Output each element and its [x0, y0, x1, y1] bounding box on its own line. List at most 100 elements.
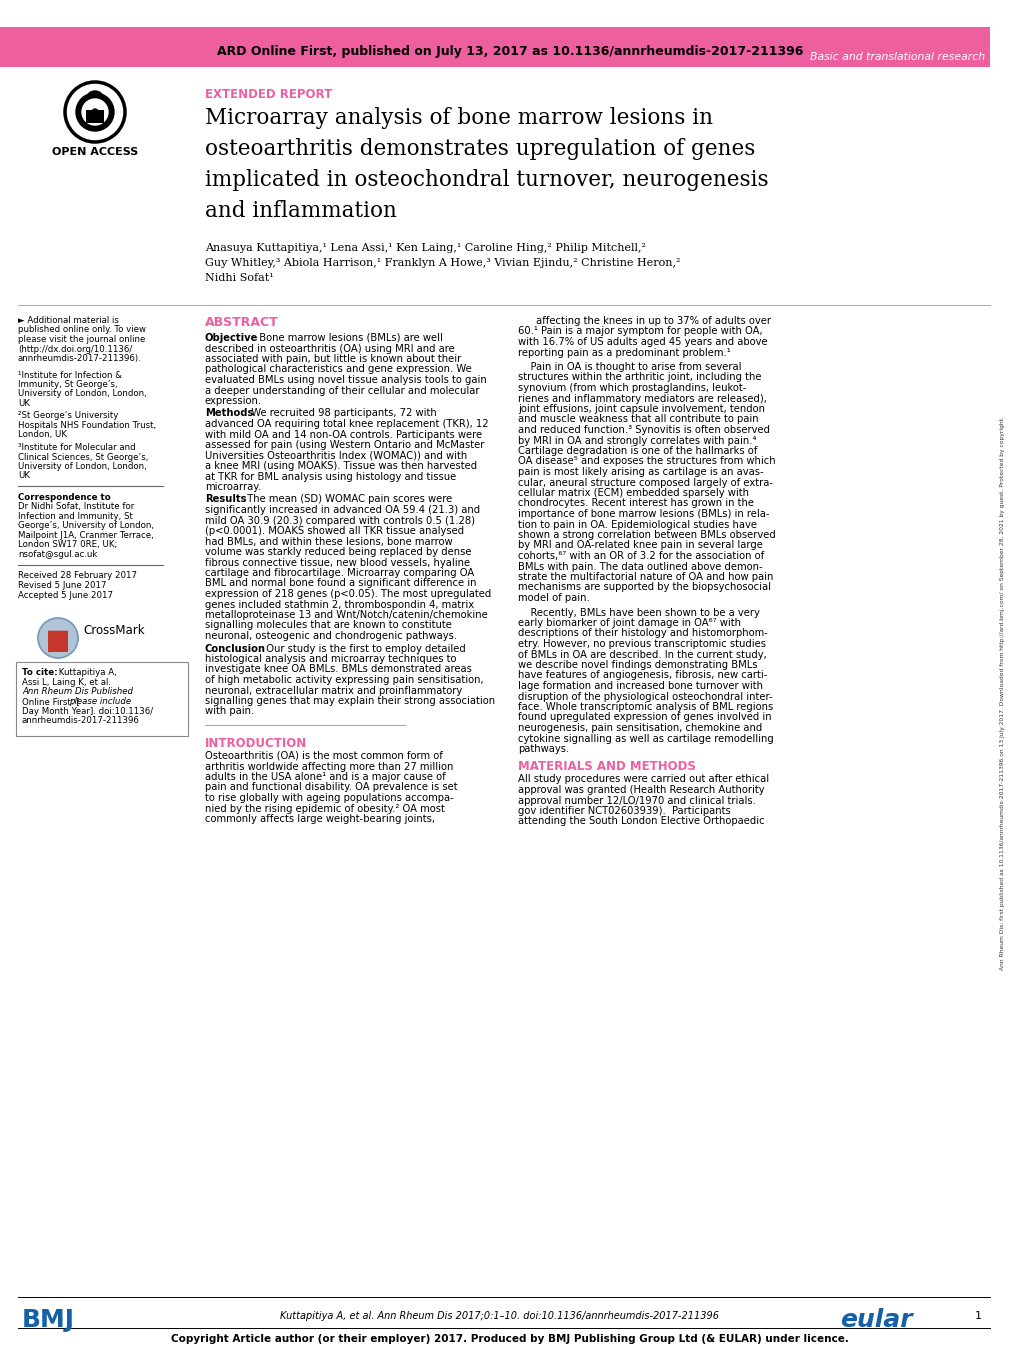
- Text: to rise globally with ageing populations accompa-: to rise globally with ageing populations…: [205, 794, 453, 803]
- Text: implicated in osteochondral turnover, neurogenesis: implicated in osteochondral turnover, ne…: [205, 169, 768, 192]
- Text: and reduced function.³ Synovitis is often observed: and reduced function.³ Synovitis is ofte…: [518, 425, 769, 435]
- Text: strate the multifactorial nature of OA and how pain: strate the multifactorial nature of OA a…: [518, 572, 772, 582]
- Text: Mailpoint J1A, Cranmer Terrace,: Mailpoint J1A, Cranmer Terrace,: [18, 531, 154, 540]
- FancyBboxPatch shape: [48, 631, 68, 652]
- Text: cytokine signalling as well as cartilage remodelling: cytokine signalling as well as cartilage…: [518, 734, 773, 743]
- Text: found upregulated expression of genes involved in: found upregulated expression of genes in…: [518, 712, 770, 723]
- Text: INTRODUCTION: INTRODUCTION: [205, 737, 307, 750]
- Text: and inflammation: and inflammation: [205, 200, 396, 222]
- Text: Results: Results: [205, 495, 247, 504]
- Text: ²St George’s University: ²St George’s University: [18, 412, 118, 420]
- Text: expression.: expression.: [205, 395, 262, 406]
- Text: University of London, London,: University of London, London,: [18, 462, 147, 472]
- Text: Online First: [: Online First: [: [22, 697, 79, 705]
- Text: neuronal, osteogenic and chondrogenic pathways.: neuronal, osteogenic and chondrogenic pa…: [205, 631, 457, 641]
- Text: Conclusion: Conclusion: [205, 644, 266, 654]
- Text: commonly affects large weight-bearing joints,: commonly affects large weight-bearing jo…: [205, 814, 434, 824]
- Circle shape: [82, 99, 108, 125]
- Text: EXTENDED REPORT: EXTENDED REPORT: [205, 88, 332, 101]
- Text: investigate knee OA BMLs. BMLs demonstrated areas: investigate knee OA BMLs. BMLs demonstra…: [205, 665, 472, 674]
- Text: volume was starkly reduced being replaced by dense: volume was starkly reduced being replace…: [205, 548, 471, 557]
- Text: ABSTRACT: ABSTRACT: [205, 317, 278, 329]
- Text: Infection and Immunity, St: Infection and Immunity, St: [18, 512, 132, 520]
- Text: Copyright Article author (or their employer) 2017. Produced by BMJ Publishing Gr: Copyright Article author (or their emplo…: [171, 1335, 848, 1344]
- Text: rienes and inflammatory mediators are released),: rienes and inflammatory mediators are re…: [518, 394, 766, 404]
- Text: University of London, London,: University of London, London,: [18, 390, 147, 398]
- Text: Dr Nidhi Sofat, Institute for: Dr Nidhi Sofat, Institute for: [18, 503, 135, 511]
- Text: 60.¹ Pain is a major symptom for people with OA,: 60.¹ Pain is a major symptom for people …: [518, 326, 762, 337]
- Text: genes included stathmin 2, thrombospondin 4, matrix: genes included stathmin 2, thrombospondi…: [205, 599, 474, 609]
- Text: by MRI in OA and strongly correlates with pain.⁴: by MRI in OA and strongly correlates wit…: [518, 435, 756, 446]
- Text: Kuttapitiya A, et al. Ann Rheum Dis 2017;0:1–10. doi:10.1136/annrheumdis-2017-21: Kuttapitiya A, et al. Ann Rheum Dis 2017…: [280, 1311, 718, 1321]
- Text: Assi L, Laing K, et al.: Assi L, Laing K, et al.: [22, 678, 111, 688]
- Text: ARD Online First, published on July 13, 2017 as 10.1136/annrheumdis-2017-211396: ARD Online First, published on July 13, …: [217, 45, 802, 57]
- Text: pathological characteristics and gene expression. We: pathological characteristics and gene ex…: [205, 364, 472, 375]
- Text: All study procedures were carried out after ethical: All study procedures were carried out af…: [518, 775, 768, 784]
- Text: associated with pain, but little is known about their: associated with pain, but little is know…: [205, 353, 461, 364]
- Text: Methods: Methods: [205, 409, 253, 419]
- Text: pain is most likely arising as cartilage is an avas-: pain is most likely arising as cartilage…: [518, 467, 763, 477]
- Text: annrheumdis-2017-211396).: annrheumdis-2017-211396).: [18, 353, 142, 363]
- Text: face. Whole transcriptomic analysis of BML regions: face. Whole transcriptomic analysis of B…: [518, 703, 772, 712]
- Text: disruption of the physiological osteochondral inter-: disruption of the physiological osteocho…: [518, 692, 771, 701]
- Text: a deeper understanding of their cellular and molecular: a deeper understanding of their cellular…: [205, 386, 479, 395]
- Text: Hospitals NHS Foundation Trust,: Hospitals NHS Foundation Trust,: [18, 421, 156, 429]
- Text: pathways.: pathways.: [518, 743, 569, 754]
- Text: Accepted 5 June 2017: Accepted 5 June 2017: [18, 591, 113, 599]
- Text: UK: UK: [18, 472, 30, 481]
- Text: cartilage and fibrocartilage. Microarray comparing OA: cartilage and fibrocartilage. Microarray…: [205, 568, 474, 578]
- Circle shape: [89, 106, 101, 118]
- Text: Kuttapitiya A,: Kuttapitiya A,: [56, 669, 116, 677]
- Text: Guy Whitley,³ Abiola Harrison,¹ Franklyn A Howe,³ Vivian Ejindu,² Christine Hero: Guy Whitley,³ Abiola Harrison,¹ Franklyn…: [205, 258, 680, 268]
- Text: descriptions of their histology and histomorphom-: descriptions of their histology and hist…: [518, 628, 767, 639]
- Text: chondrocytes. Recent interest has grown in the: chondrocytes. Recent interest has grown …: [518, 499, 753, 508]
- Text: George’s, University of London,: George’s, University of London,: [18, 522, 154, 530]
- Text: lage formation and increased bone turnover with: lage formation and increased bone turnov…: [518, 681, 762, 690]
- Text: nsofat@sgul.ac.uk: nsofat@sgul.ac.uk: [18, 550, 97, 559]
- Text: model of pain.: model of pain.: [518, 593, 589, 603]
- Polygon shape: [48, 622, 68, 631]
- Text: expression of 218 genes (p<0.05). The most upregulated: expression of 218 genes (p<0.05). The mo…: [205, 588, 491, 599]
- Text: cellular matrix (ECM) embedded sparsely with: cellular matrix (ECM) embedded sparsely …: [518, 488, 748, 497]
- Text: microarray.: microarray.: [205, 482, 261, 492]
- Text: 1: 1: [974, 1311, 981, 1321]
- Text: adults in the USA alone¹ and is a major cause of: adults in the USA alone¹ and is a major …: [205, 772, 445, 781]
- Text: ¹Institute for Infection &: ¹Institute for Infection &: [18, 371, 121, 379]
- Text: Correspondence to: Correspondence to: [18, 493, 111, 501]
- Text: significantly increased in advanced OA 59.4 (21.3) and: significantly increased in advanced OA 5…: [205, 506, 480, 515]
- Text: cular, aneural structure composed largely of extra-: cular, aneural structure composed largel…: [518, 477, 772, 488]
- Text: Nidhi Sofat¹: Nidhi Sofat¹: [205, 273, 273, 283]
- Text: Our study is the first to employ detailed: Our study is the first to employ detaile…: [260, 644, 466, 654]
- Text: London SW17 0RE, UK;: London SW17 0RE, UK;: [18, 541, 117, 549]
- Text: ³Institute for Molecular and: ³Institute for Molecular and: [18, 443, 136, 453]
- Text: and muscle weakness that all contribute to pain: and muscle weakness that all contribute …: [518, 414, 758, 424]
- Text: Ann Rheum Dis: first published as 10.1136/annrheumdis-2017-211396 on 13 July 201: Ann Rheum Dis: first published as 10.113…: [999, 416, 1004, 970]
- Text: OPEN ACCESS: OPEN ACCESS: [52, 147, 138, 158]
- Text: Revised 5 June 2017: Revised 5 June 2017: [18, 582, 106, 590]
- Text: please include: please include: [69, 697, 131, 705]
- Text: metalloproteinase 13 and Wnt/Notch/catenin/chemokine: metalloproteinase 13 and Wnt/Notch/caten…: [205, 610, 487, 620]
- Text: annrheumdis-2017-211396: annrheumdis-2017-211396: [22, 716, 140, 724]
- Text: osteoarthritis demonstrates upregulation of genes: osteoarthritis demonstrates upregulation…: [205, 139, 755, 160]
- Text: Received 28 February 2017: Received 28 February 2017: [18, 572, 137, 580]
- Text: Basic and translational research: Basic and translational research: [809, 52, 984, 63]
- Text: Osteoarthritis (OA) is the most common form of: Osteoarthritis (OA) is the most common f…: [205, 752, 442, 761]
- Text: shown a strong correlation between BMLs observed: shown a strong correlation between BMLs …: [518, 530, 775, 540]
- Text: had BMLs, and within these lesions, bone marrow: had BMLs, and within these lesions, bone…: [205, 537, 452, 546]
- Text: signalling molecules that are known to constitute: signalling molecules that are known to c…: [205, 621, 451, 631]
- Text: Immunity, St George’s,: Immunity, St George’s,: [18, 381, 117, 389]
- Text: MATERIALS AND METHODS: MATERIALS AND METHODS: [518, 761, 695, 773]
- Text: with 16.7% of US adults aged 45 years and above: with 16.7% of US adults aged 45 years an…: [518, 337, 767, 347]
- Text: Microarray analysis of bone marrow lesions in: Microarray analysis of bone marrow lesio…: [205, 107, 712, 129]
- Text: by MRI and OA-related knee pain in several large: by MRI and OA-related knee pain in sever…: [518, 541, 762, 550]
- Text: Pain in OA is thought to arise from several: Pain in OA is thought to arise from seve…: [518, 361, 741, 372]
- Text: at TKR for BML analysis using histology and tissue: at TKR for BML analysis using histology …: [205, 472, 455, 481]
- FancyBboxPatch shape: [16, 662, 187, 737]
- Text: evaluated BMLs using novel tissue analysis tools to gain: evaluated BMLs using novel tissue analys…: [205, 375, 486, 385]
- Text: ► Additional material is: ► Additional material is: [18, 317, 119, 325]
- Text: joint effusions, joint capsule involvement, tendon: joint effusions, joint capsule involveme…: [518, 404, 764, 414]
- Text: advanced OA requiring total knee replacement (TKR), 12: advanced OA requiring total knee replace…: [205, 419, 488, 429]
- Text: histological analysis and microarray techniques to: histological analysis and microarray tec…: [205, 654, 457, 665]
- Text: nied by the rising epidemic of obesity.² OA most: nied by the rising epidemic of obesity.²…: [205, 803, 444, 814]
- Text: We recruited 98 participants, 72 with: We recruited 98 participants, 72 with: [245, 409, 436, 419]
